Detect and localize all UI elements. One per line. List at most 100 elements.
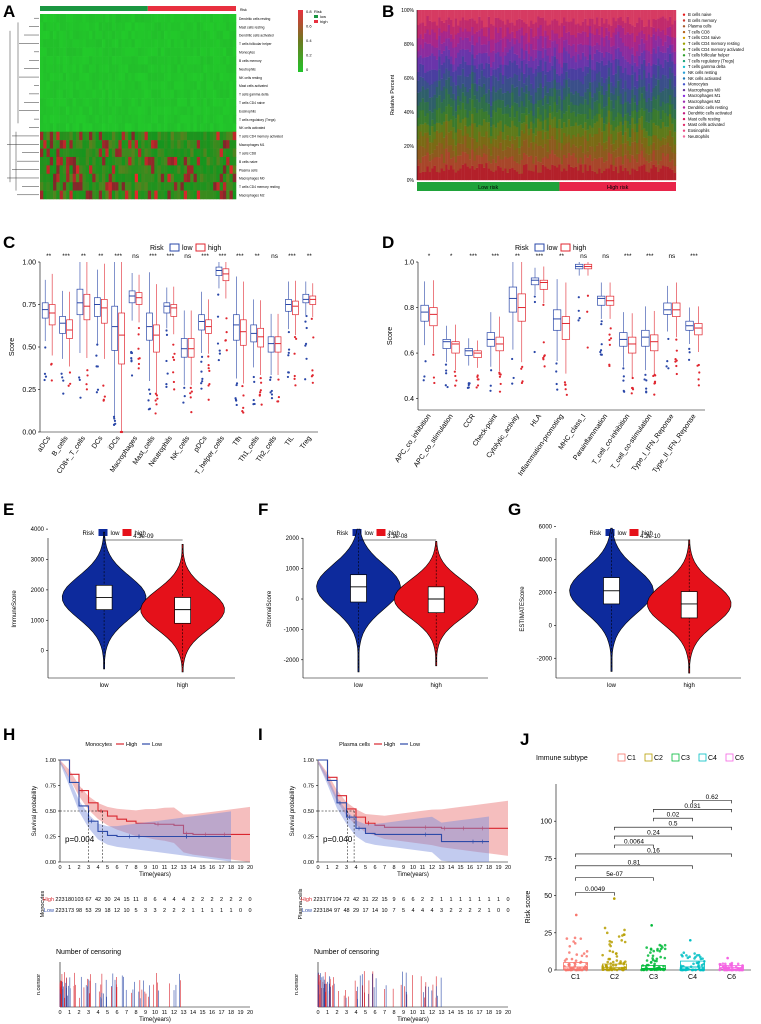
heatmap-cell [131,190,136,200]
heatmap-cell [92,140,96,149]
heatmap-cell [147,182,152,191]
low-outlier [688,347,691,351]
heatmap-cell [79,140,83,149]
stacked-bar-segment [645,49,648,67]
heatmap-cell [69,173,73,183]
stacked-bar-segment [431,142,434,154]
heatmap-cell [141,140,145,149]
stacked-bar-segment [617,31,620,48]
stacked-bar-segment [581,152,585,164]
legend-key [725,753,734,762]
stacked-bar-segment [572,55,575,69]
stacked-bar-segment [508,92,512,108]
heatmap-cell [209,22,214,32]
stacked-bar-segment [619,165,623,181]
heatmap-cell [209,30,214,40]
stacked-bar-segment [657,10,660,19]
heatmap-cell [193,106,198,116]
stacked-bar-segment [654,31,658,41]
stacked-bar-segment [525,63,528,78]
stacked-bar-segment [499,56,502,65]
stacked-bar-segment [421,77,425,87]
stacked-bar-segment [447,38,451,50]
stacked-bar-segment [501,159,505,171]
stacked-bar-segment [435,59,439,71]
stacked-bar-segment [588,165,592,181]
heatmap-cell [118,81,122,90]
low-outlier [577,319,580,322]
stacked-bar-segment [595,28,599,43]
heatmap-cell [95,81,100,90]
stacked-bar-segment [645,40,648,51]
stacked-bar-segment [614,48,618,59]
stacked-bar-segment [638,17,641,33]
heatmap-cell [69,39,73,48]
heatmap-cell [134,123,139,133]
stacked-bar-segment [652,122,656,136]
stacked-bar-segment [520,130,524,147]
heatmap-cell [157,182,162,191]
heatmap-cell [180,89,185,99]
stacked-bar-segment [471,65,474,72]
stacked-bar-segment [610,62,613,83]
stacked-bar-segment [605,27,608,36]
legend-low-label: low [547,245,558,252]
significance-label: *** [536,253,544,260]
heatmap-cell [115,165,119,175]
heatmap-cell [232,39,237,48]
low-outlier [43,372,47,375]
heatmap-cell [59,156,64,166]
stacked-bar-segment [562,168,566,181]
heatmap-cell [183,131,188,141]
stacked-bar-segment [532,88,535,105]
high-outlier [675,359,678,362]
risk-legend-low: low [320,14,326,19]
heatmap-cell [105,114,109,124]
stacked-bar-segment [508,147,512,158]
heatmap-row-label: T cells CD8 [239,151,256,155]
heatmap-cell [151,89,155,99]
low-outlier [148,407,152,410]
stacked-bar-segment [548,153,552,170]
heatmap-cell [216,165,220,175]
stacked-bar-segment [499,99,502,109]
stacked-bar-segment [605,141,608,149]
heatmap-cell [216,173,220,183]
heatmap-cell [59,140,64,149]
stacked-bar-segment [593,133,597,152]
stacked-bar-segment [633,169,637,181]
heatmap-cell [177,190,181,200]
heatmap-cell [216,106,220,116]
heatmap-cell [147,114,152,124]
jitter-point [649,951,652,954]
heatmap-cell [98,47,103,57]
legend-high-key [195,243,206,252]
stacked-bar-segment [572,18,575,36]
heatmap-cell [219,64,224,74]
low-outlier [200,370,203,373]
heatmap-cell [43,173,47,183]
jitter-point [582,952,586,955]
stacked-bar-segment [506,113,510,127]
x-tick-label: 15 [457,865,463,871]
stacked-bar-segment [645,108,648,122]
stacked-bar-segment [487,137,491,149]
stacked-bar-segment [511,38,514,47]
heatmap-cell [164,173,168,183]
stacked-bar-segment [558,82,561,90]
stacked-bar-segment [577,10,580,24]
heatmap-cell [121,140,126,149]
heatmap-cell [118,106,122,116]
heatmap-cell [124,22,129,32]
heatmap-cell [203,39,207,48]
stacked-bar-segment [548,124,552,140]
stacked-bar-segment [511,135,514,144]
x-tick-label: 6 [115,865,118,871]
y-tick-label: 1.00 [303,758,314,764]
heatmap-cell [222,123,227,133]
heatmap-cell [92,89,96,99]
stacked-bar-segment [647,122,651,136]
heatmap-cell [128,30,132,40]
panel-label-g: G [508,500,522,519]
stacked-bar-segment [650,111,653,120]
